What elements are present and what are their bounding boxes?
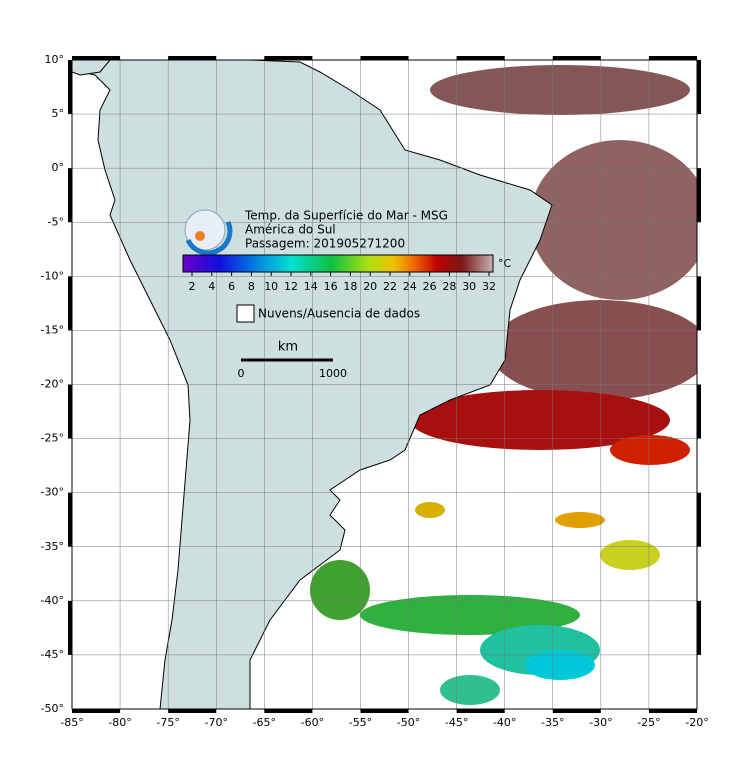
colorbar [182,254,494,273]
frame-bar [360,56,409,60]
frame-bar [68,168,72,223]
frame-bar [697,600,701,655]
frame-bar [456,56,505,60]
lon-label: -70° [204,716,227,729]
frame-bar [697,168,701,223]
frame-bar [68,60,72,115]
frame-bar [697,276,701,331]
frame-bar [697,492,701,547]
lon-label: -35° [541,716,564,729]
colorbar-label: 12 [284,280,298,293]
colorbar-label: 20 [363,280,377,293]
frame-bar [168,709,217,713]
map-area [72,60,697,709]
frame-bar [68,600,72,655]
lon-label: -55° [349,716,372,729]
colorbar-label: 24 [403,280,417,293]
lon-label: -50° [397,716,420,729]
lon-label: -75° [156,716,179,729]
lat-label: -35° [41,540,64,553]
frame-bar [72,709,121,713]
lat-label: -40° [41,594,64,607]
pass: Passagem: 201905271200 [245,237,405,251]
lon-label: -40° [493,716,516,729]
lon-label: -25° [637,716,660,729]
frame-bar [72,56,121,60]
scale-start: 0 [238,367,245,380]
frame-bar [552,56,601,60]
lon-label: -85° [60,716,83,729]
colorbar-label: 4 [208,280,215,293]
frame-bar [456,709,505,713]
lat-label: -15° [41,323,64,336]
frame-bar [697,60,701,115]
lat-label: -50° [41,702,64,715]
frame-bar [68,492,72,547]
scale-unit: km [278,340,298,355]
lon-label: -60° [301,716,324,729]
lon-label: -65° [253,716,276,729]
scale-end: 1000 [319,367,347,380]
frame-bar [68,384,72,439]
colorbar-label: 8 [248,280,255,293]
colorbar-label: 10 [264,280,278,293]
colorbar-label: 14 [304,280,318,293]
logo [184,209,233,256]
legend-label: Nuvens/Ausencia de dados [258,307,420,321]
frame-bar [697,384,701,439]
frame-bar [168,56,217,60]
title: Temp. da Superfície do Mar - MSG [244,209,448,223]
colorbar-label: 28 [442,280,456,293]
lat-label: -45° [41,648,64,661]
colorbar-label: 26 [423,280,437,293]
frame-bar [552,709,601,713]
frame-bar [360,709,409,713]
land [72,60,111,76]
lon-label: -45° [445,716,468,729]
colorbar-unit: °C [498,257,512,270]
region: América do Sul [245,223,336,237]
frame-bar [68,276,72,331]
lon-label: -80° [108,716,131,729]
colorbar-label: 16 [324,280,338,293]
lat-label: -5° [48,215,64,228]
legend-swatch [236,304,255,323]
lat-label: 10° [45,53,65,66]
colorbar-label: 30 [462,280,476,293]
colorbar-label: 18 [343,280,357,293]
colorbar-label: 22 [383,280,397,293]
frame-bar [264,56,313,60]
lat-label: -30° [41,486,64,499]
lat-label: 5° [52,107,65,120]
frame-bar [648,56,697,60]
lat-label: -25° [41,432,64,445]
frame-bar [264,709,313,713]
lon-label: -20° [685,716,708,729]
frame-bar [648,709,697,713]
colorbar-label: 2 [189,280,196,293]
lat-label: -20° [41,378,64,391]
lon-label: -30° [589,716,612,729]
sst-patches [310,65,697,705]
lat-label: -10° [41,269,64,282]
colorbar-label: 32 [482,280,496,293]
colorbar-label: 6 [228,280,235,293]
lat-label: 0° [52,161,65,174]
